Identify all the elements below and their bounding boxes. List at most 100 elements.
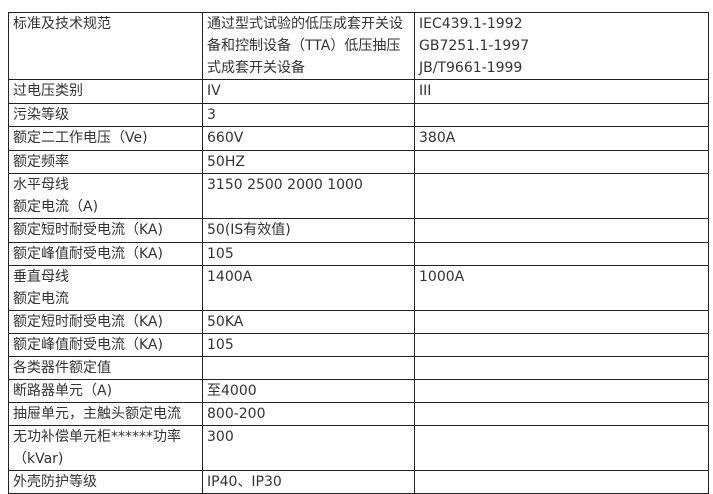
spec-label: 无功补偿单元柜******功率（kVar) [13, 429, 181, 467]
spec-label-cell: 额定频率 [8, 150, 203, 174]
table-row: 各类器件额定值 [8, 356, 709, 380]
spec-label-cell: 额定峰值耐受电流（KA) [8, 242, 203, 266]
table-row: 额定峰值耐受电流（KA) 105 [8, 333, 709, 357]
spec-label: 额定频率 [13, 154, 69, 170]
spec-extra: JB/T9661-1999 [419, 60, 523, 76]
spec-value: 300 [207, 429, 234, 445]
spec-extra-cell: 380A [414, 126, 709, 151]
table-row: 污染等级 3 [8, 103, 709, 127]
spec-extra-cell: 1000A [414, 265, 709, 311]
table-row: 额定短时耐受电流（KA) 50KA [8, 310, 709, 334]
spec-value-cell: 50(IS有效值) [202, 218, 415, 243]
table-row: 垂直母线 额定电流 1400A 1000A [8, 265, 709, 311]
spec-value: 3 [207, 107, 216, 123]
spec-value: IV [207, 83, 221, 99]
spec-extra-cell [414, 379, 709, 403]
table-row: 水平母线 额定电流（A) 3150 2500 2000 1000 [8, 173, 709, 219]
spec-value-cell: IV [202, 79, 415, 104]
spec-label-cell: 抽屉单元，主触头额定电流 [8, 402, 203, 426]
spec-label: 过电压类别 [13, 83, 83, 99]
spec-value: 50KA [207, 314, 244, 330]
spec-label-cell: 额定峰值耐受电流（KA) [8, 333, 203, 357]
spec-label: 额定峰值耐受电流（KA) [13, 246, 163, 262]
spec-label: 额定电流（A) [13, 199, 99, 215]
table-row: 额定峰值耐受电流（KA) 105 [8, 242, 709, 266]
spec-label-cell: 标准及技术规范 [8, 12, 203, 80]
spec-value: 1400A [207, 269, 253, 285]
spec-label: 污染等级 [13, 107, 69, 123]
spec-label: 垂直母线 [13, 269, 69, 285]
spec-value-cell: 通过型式试验的低压成套开关设备和控制设备（TTA）低压抽压式成套开关设备 [202, 12, 415, 80]
spec-label: 外壳防护等级 [13, 474, 97, 490]
spec-extra: GB7251.1-1997 [419, 38, 530, 54]
spec-table-body: 标准及技术规范 通过型式试验的低压成套开关设备和控制设备（TTA）低压抽压式成套开… [8, 12, 709, 494]
spec-value-cell: 3150 2500 2000 1000 [202, 173, 415, 219]
spec-value-cell: 3 [202, 103, 415, 127]
spec-label-cell: 断路器单元（A) [8, 379, 203, 403]
spec-label: 断路器单元（A) [13, 383, 113, 399]
spec-label-cell: 过电压类别 [8, 79, 203, 104]
spec-label-cell: 无功补偿单元柜******功率（kVar) [8, 425, 203, 471]
spec-label: 额定二工作电压（Ve) [13, 130, 148, 146]
spec-label: 抽屉单元，主触头额定电流 [13, 406, 181, 422]
spec-label-cell: 额定二工作电压（Ve) [8, 126, 203, 151]
spec-value: 660V [207, 130, 244, 146]
spec-extra-cell [414, 150, 709, 174]
spec-value: 通过型式试验的低压成套开关设备和控制设备（TTA）低压抽压式成套开关设备 [207, 16, 403, 76]
spec-value: 50HZ [207, 154, 245, 170]
spec-label: 额定电流 [13, 291, 69, 307]
spec-value-cell: 50KA [202, 310, 415, 334]
spec-extra: 380A [419, 130, 456, 146]
spec-value: 至4000 [207, 383, 257, 399]
spec-label-cell: 污染等级 [8, 103, 203, 127]
spec-value-cell: 至4000 [202, 379, 415, 403]
spec-label: 额定峰值耐受电流（KA) [13, 337, 163, 353]
spec-label: 额定短时耐受电流（KA) [13, 222, 163, 238]
spec-label-cell: 额定短时耐受电流（KA) [8, 218, 203, 243]
spec-label-cell: 各类器件额定值 [8, 356, 203, 380]
table-row: 额定二工作电压（Ve) 660V 380A [8, 126, 709, 151]
spec-value-cell: 105 [202, 333, 415, 357]
spec-extra-cell [414, 173, 709, 219]
spec-extra-cell: III [414, 79, 709, 104]
spec-value-cell [202, 356, 415, 380]
spec-value: 3150 2500 2000 1000 [207, 177, 363, 193]
spec-label-cell: 水平母线额定电流（A) [8, 173, 203, 219]
table-row: 额定短时耐受电流（KA) 50(IS有效值) [8, 218, 709, 243]
spec-extra-cell [414, 310, 709, 334]
spec-extra-cell [414, 218, 709, 243]
spec-value: 105 [207, 246, 234, 262]
spec-value: 50(IS有效值) [207, 222, 291, 238]
spec-extra-cell: IEC439.1-1992 GB7251.1-1997 JB/T9661-1999 [414, 12, 709, 80]
spec-value: 800-200 [207, 406, 266, 422]
spec-label: 标准及技术规范 [13, 16, 111, 32]
spec-label: 各类器件额定值 [13, 360, 111, 376]
spec-label: 水平母线 [13, 177, 69, 193]
spec-value-cell: 105 [202, 242, 415, 266]
table-row: 断路器单元（A) 至4000 [8, 379, 709, 403]
spec-value-cell: 800-200 [202, 402, 415, 426]
spec-value-cell: 300 [202, 425, 415, 471]
spec-extra: IEC439.1-1992 [419, 16, 523, 32]
table-row: 额定频率 50HZ [8, 150, 709, 174]
spec-extra: III [419, 83, 432, 99]
spec-value: 105 [207, 337, 234, 353]
spec-label: 额定短时耐受电流（KA) [13, 314, 163, 330]
spec-extra-cell [414, 242, 709, 266]
spec-value-cell: 1400A [202, 265, 415, 311]
spec-extra-cell [414, 425, 709, 471]
spec-value-cell: 50HZ [202, 150, 415, 174]
spec-table: 标准及技术规范 通过型式试验的低压成套开关设备和控制设备（TTA）低压抽压式成套开… [8, 12, 709, 494]
spec-extra-cell [414, 333, 709, 357]
spec-extra-cell [414, 103, 709, 127]
spec-label-cell: 垂直母线 额定电流 [8, 265, 203, 311]
spec-label-cell: 额定短时耐受电流（KA) [8, 310, 203, 334]
spec-extra-cell [414, 356, 709, 380]
spec-value-cell: 660V [202, 126, 415, 151]
table-row: 无功补偿单元柜******功率（kVar) 300 [8, 425, 709, 471]
table-row: 抽屉单元，主触头额定电流 800-200 [8, 402, 709, 426]
table-row: 标准及技术规范 通过型式试验的低压成套开关设备和控制设备（TTA）低压抽压式成套开… [8, 12, 709, 80]
spec-extra: 1000A [419, 269, 465, 285]
spec-extra-cell [414, 402, 709, 426]
spec-value: IP40、IP30 [207, 474, 282, 490]
